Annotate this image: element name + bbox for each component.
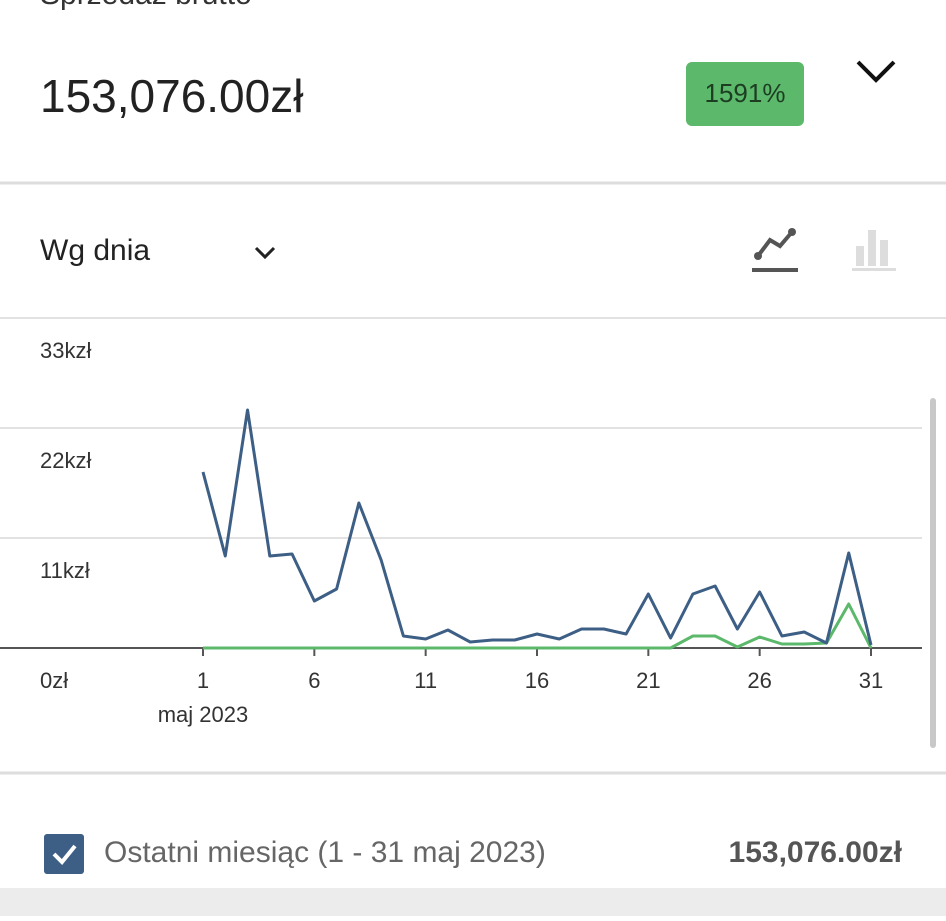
line-icon [756,230,794,258]
y-tick-label: 11kzł [40,558,90,583]
period-chevron[interactable] [254,246,276,260]
bar-chart-toggle[interactable] [852,230,896,271]
bar-icon [856,246,864,266]
x-tick-label: 16 [525,668,549,693]
card-title: Sprzedaż brutto [40,0,252,11]
x-tick-label: 31 [859,668,883,693]
y-tick-label: 0zł [40,668,68,693]
line-icon-dot [788,228,796,236]
line-icon-dot [754,252,762,260]
bar-icon [868,230,876,266]
x-tick-label: 21 [636,668,660,693]
total-value: 153,076.00zł [40,70,303,122]
expand-chevron[interactable] [856,60,896,83]
line-chart-toggle[interactable] [752,228,798,272]
bottom-bar [0,888,946,916]
series-label: Ostatni miesiąc (1 - 31 maj 2023) [104,836,546,869]
series-total: 153,076.00zł [729,836,903,869]
scrollbar [930,398,936,748]
series-line [203,602,873,650]
series-checkbox[interactable] [44,834,84,874]
bar-icon-base [852,268,896,271]
x-annotation: maj 2023 [158,702,249,727]
series-line [201,408,873,646]
x-tick-label: 11 [414,668,437,693]
y-tick-label: 33kzł [40,338,91,363]
period-selector[interactable]: Wg dnia [40,234,150,267]
y-tick-label: 22kzł [40,448,91,473]
x-tick-label: 26 [747,668,771,693]
bar-icon [880,240,888,266]
change-badge-text: 1591% [705,78,786,108]
x-tick-label: 6 [308,668,320,693]
x-tick-label: 1 [197,668,209,693]
checkmark [52,844,77,865]
change-badge [686,62,804,126]
